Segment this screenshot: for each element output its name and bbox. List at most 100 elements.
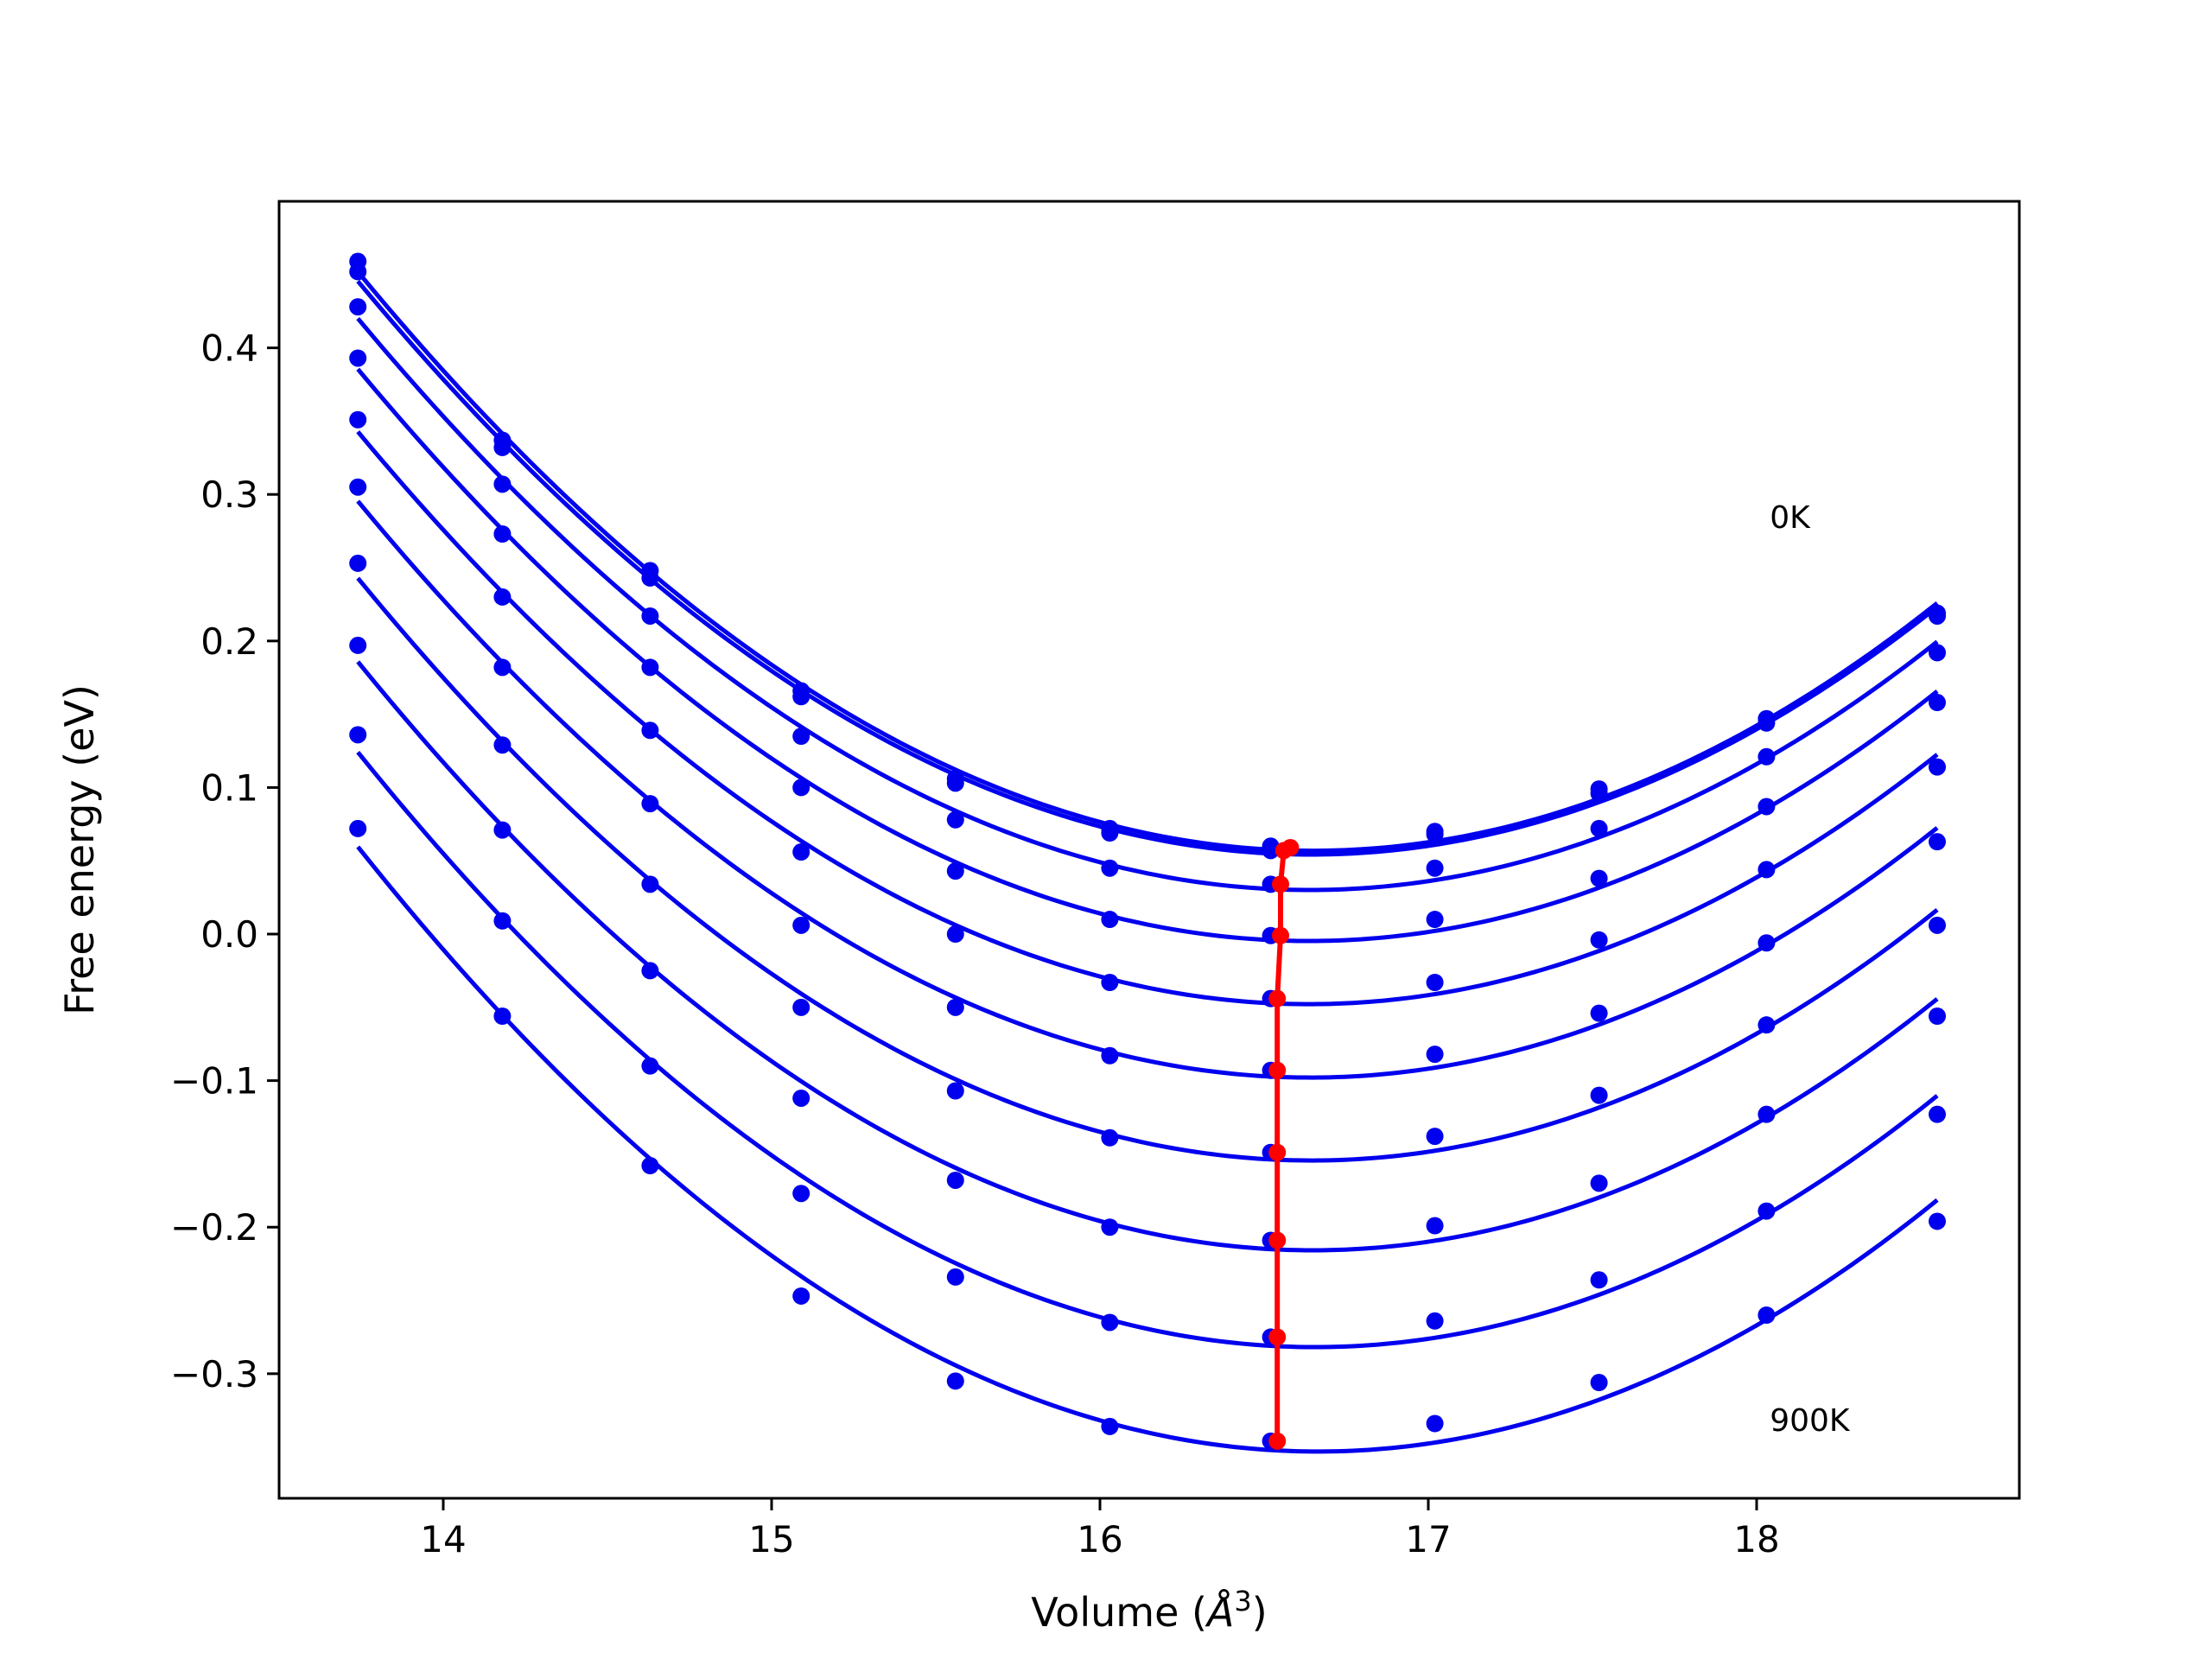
data-point-9-7 [1426,1414,1444,1433]
data-point-1-1 [493,438,512,456]
data-point-3-1 [493,525,512,543]
data-point-1-9 [1758,714,1776,732]
data-point-4-4 [946,925,964,944]
data-point-5-4 [946,998,964,1016]
y-tick-label-5: 0.2 [200,620,258,663]
series-line-8 [356,750,1939,1350]
data-point-6-7 [1426,1128,1444,1146]
data-point-8-8 [1590,1271,1608,1289]
y-tick-label-3: 0.0 [200,913,258,956]
data-point-8-4 [946,1268,964,1286]
minimum-point-7 [1268,1231,1287,1249]
data-point-5-5 [1101,1046,1119,1065]
data-point-5-3 [792,916,810,934]
data-point-2-3 [792,728,810,746]
data-point-3-4 [946,862,964,880]
y-tick-label-6: 0.3 [200,474,258,516]
y-tick-label-0: −0.3 [170,1353,258,1395]
minima-group [1268,838,1300,1450]
data-point-4-0 [349,410,367,429]
y-tick-label-2: −0.1 [170,1060,258,1103]
data-point-2-2 [641,607,659,625]
series-line-1 [356,279,1939,857]
data-point-5-2 [641,795,659,813]
data-point-7-9 [1758,1105,1776,1123]
data-point-2-7 [1426,859,1444,877]
data-point-4-2 [641,721,659,740]
data-point-1-10 [1929,607,1946,625]
data-point-1-6 [1262,842,1280,860]
y-tick-label-7: 0.4 [200,327,258,370]
y-axis: −0.3 −0.2 −0.1 0.0 0.1 0.2 0.3 0.4 [170,327,279,1395]
data-point-2-8 [1590,819,1608,837]
data-point-1-5 [1101,823,1119,842]
data-point-3-5 [1101,911,1119,929]
data-point-9-8 [1590,1374,1608,1392]
data-point-8-5 [1101,1313,1119,1332]
data-point-3-2 [641,658,659,677]
curves-group [349,252,1946,1454]
data-point-9-0 [349,819,367,837]
data-point-1-8 [1590,785,1608,803]
x-tick-label-4: 18 [1733,1518,1779,1560]
data-point-6-0 [349,554,367,572]
minimum-point-9 [1268,1432,1287,1450]
series-line-5 [356,499,1939,1080]
data-point-1-2 [641,569,659,587]
minimum-point-2 [1272,875,1289,893]
data-point-1-0 [349,263,367,281]
data-point-9-1 [493,1007,512,1026]
data-point-4-3 [792,843,810,861]
data-point-9-10 [1929,1212,1946,1230]
data-point-6-5 [1101,1128,1119,1147]
annotations: 0K 900K [1770,500,1851,1439]
data-point-5-10 [1929,833,1946,851]
minimum-point-8 [1268,1328,1287,1346]
data-point-2-10 [1929,644,1946,662]
data-point-5-1 [493,658,512,677]
minimum-point-4 [1268,989,1287,1007]
data-point-6-3 [792,998,810,1016]
data-point-8-2 [641,1057,659,1075]
minimum-point-5 [1268,1061,1287,1079]
series-line-2 [356,316,1939,893]
series-line-6 [356,576,1939,1163]
data-point-7-2 [641,962,659,980]
data-point-5-8 [1590,1004,1608,1022]
plot-area [277,200,2021,1500]
data-point-2-5 [1101,859,1119,877]
minima-line [1274,845,1292,1441]
data-point-8-1 [493,912,512,930]
data-point-4-9 [1758,861,1776,879]
data-point-9-3 [792,1287,810,1305]
data-point-3-10 [1929,694,1946,712]
series-line-0 [356,270,1939,854]
data-point-3-0 [349,349,367,367]
minimum-point-1 [1274,842,1293,860]
x-axis-label: Volume (Å3) [1031,1585,1267,1636]
data-point-2-9 [1758,747,1776,766]
series-line-4 [356,430,1939,1007]
x-tick-label-3: 17 [1405,1518,1451,1560]
data-point-6-4 [946,1082,964,1100]
x-axis: 14 15 16 17 18 [420,1498,1780,1560]
data-point-1-7 [1426,825,1444,843]
y-tick-label-1: −0.2 [170,1206,258,1249]
data-point-4-8 [1590,931,1608,949]
x-tick-label-2: 16 [1077,1518,1122,1560]
data-point-7-1 [493,821,512,839]
y-axis-label: Free energy (eV) [56,684,103,1015]
data-point-8-9 [1758,1202,1776,1220]
data-point-6-2 [641,875,659,893]
data-point-8-7 [1426,1312,1444,1330]
data-point-8-0 [349,726,367,744]
data-point-1-4 [946,774,964,792]
data-point-7-7 [1426,1217,1444,1235]
data-point-4-1 [493,588,512,606]
data-point-8-3 [792,1185,810,1203]
data-point-2-4 [946,810,964,829]
data-point-4-5 [1101,973,1119,991]
data-point-6-10 [1929,916,1946,934]
data-point-4-10 [1929,758,1946,776]
